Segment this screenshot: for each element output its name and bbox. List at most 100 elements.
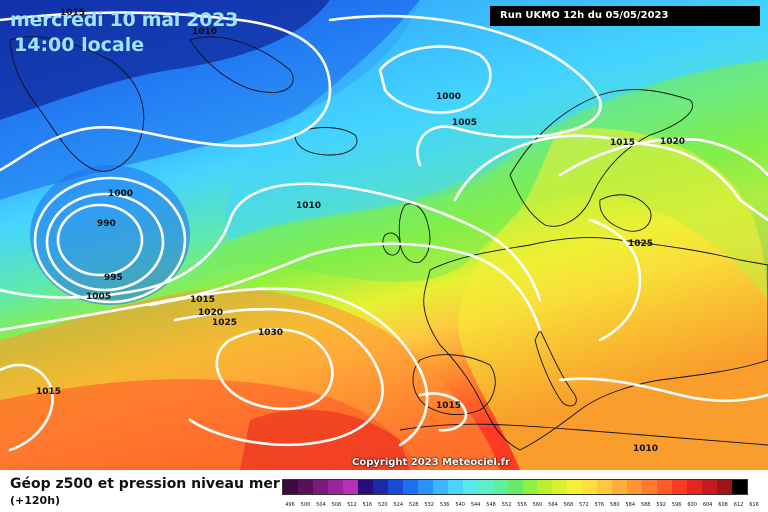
z500-band-yellow bbox=[458, 128, 768, 470]
color-scale-label: 532 bbox=[424, 502, 434, 508]
isobar-label-995-low: 995 bbox=[104, 273, 123, 283]
isobar-1000-closed bbox=[378, 45, 492, 114]
europe-coast bbox=[423, 237, 768, 451]
baltic-coast bbox=[599, 194, 652, 232]
africa-coast bbox=[399, 423, 768, 446]
forecast-time: 14:00 locale bbox=[14, 34, 145, 56]
isobar-1020-scandinavia bbox=[558, 137, 768, 177]
color-scale-swatch bbox=[597, 480, 613, 494]
isobar-1005-north bbox=[328, 14, 602, 167]
color-scale-label: 496 bbox=[285, 502, 295, 508]
color-scale-swatch bbox=[582, 480, 598, 494]
isobar-label-1015-west: 1015 bbox=[36, 387, 62, 397]
color-scale-swatch bbox=[657, 480, 673, 494]
weather-map bbox=[0, 0, 768, 470]
color-scale bbox=[282, 479, 748, 495]
color-scale-swatch bbox=[567, 480, 583, 494]
color-scale-swatch bbox=[312, 480, 328, 494]
color-scale-label: 580 bbox=[610, 502, 620, 508]
color-scale-swatch bbox=[552, 480, 568, 494]
color-scale-swatch bbox=[342, 480, 358, 494]
color-scale-label: 572 bbox=[579, 502, 589, 508]
isobar-1000-ring bbox=[33, 176, 187, 304]
color-scale-label: 584 bbox=[625, 502, 636, 508]
color-scale-swatch bbox=[372, 480, 388, 494]
isobar-label-1000-low: 1000 bbox=[108, 189, 134, 199]
isobar-label-1025-mid: 1025 bbox=[212, 318, 238, 328]
color-scale-label: 616 bbox=[749, 502, 759, 508]
isobar-1030-high bbox=[215, 328, 334, 411]
color-scale-swatch bbox=[432, 480, 448, 494]
isobar-label-1020-scandinavia: 1020 bbox=[660, 137, 686, 147]
color-scale-swatch bbox=[612, 480, 628, 494]
z500-band-green bbox=[200, 60, 768, 300]
color-scale-swatch bbox=[732, 480, 748, 494]
color-scale-label: 592 bbox=[656, 502, 666, 508]
color-scale-label: 528 bbox=[408, 502, 419, 508]
britain-coast bbox=[398, 203, 431, 263]
coastlines bbox=[9, 36, 768, 451]
isobar-label-1010-southeast: 1010 bbox=[633, 444, 659, 454]
isobar-1010-atlantic bbox=[0, 242, 542, 332]
isobar-label-1020-mid: 1020 bbox=[198, 308, 224, 318]
model-run-label: Run UKMO 12h du 05/05/2023 bbox=[490, 6, 760, 26]
isobar-1020-mid bbox=[173, 307, 384, 447]
color-scale-label: 508 bbox=[331, 502, 342, 508]
isobar-label-1010-atlantic: 1010 bbox=[296, 201, 322, 211]
color-scale-swatch bbox=[447, 480, 463, 494]
forecast-date: mercredi 10 mai 2023 bbox=[10, 9, 238, 31]
isobar-1015-iberia bbox=[418, 392, 468, 432]
isobar-1005-atlantic bbox=[0, 182, 542, 302]
color-scale-label: 604 bbox=[702, 502, 713, 508]
color-scale-swatch bbox=[522, 480, 538, 494]
color-scale-label: 520 bbox=[378, 502, 388, 508]
isobar-label-1015-mid: 1015 bbox=[190, 295, 216, 305]
color-scale-swatch bbox=[702, 480, 718, 494]
color-scale-label: 596 bbox=[671, 502, 682, 508]
color-scale-label: 544 bbox=[470, 502, 481, 508]
legend-footer: Géop z500 et pression niveau mer (+120h)… bbox=[0, 470, 768, 512]
color-scale-label: 556 bbox=[517, 502, 527, 508]
isobar-label-1010-top: 1010 bbox=[192, 27, 218, 37]
color-scale-label: 540 bbox=[455, 502, 465, 508]
color-scale-labels: 496 500 504 508 512 516 520 524 528 532 536 540 544 5… bbox=[285, 502, 760, 510]
italy-coast bbox=[534, 328, 577, 407]
color-scale-swatch bbox=[283, 480, 298, 494]
color-scale-label: 612 bbox=[733, 502, 744, 508]
low-core-field bbox=[30, 165, 190, 305]
isobar-label-1000-north: 1000 bbox=[436, 92, 462, 102]
color-scale-swatch bbox=[627, 480, 643, 494]
color-scale-label: 524 bbox=[393, 502, 404, 508]
isobar-1015-west bbox=[0, 363, 54, 452]
isobar-label-1025-europe: 1025 bbox=[628, 239, 654, 249]
isobar-label-1005-north: 1005 bbox=[452, 118, 478, 128]
color-scale-swatch bbox=[462, 480, 478, 494]
color-scale-label: 600 bbox=[687, 502, 697, 508]
iberia-coast bbox=[412, 354, 496, 416]
color-scale-swatch bbox=[492, 480, 508, 494]
color-scale-swatch bbox=[387, 480, 403, 494]
color-scale-label: 564 bbox=[548, 502, 558, 508]
color-scale-swatch bbox=[717, 480, 733, 494]
isobar-1015-scandinavia bbox=[453, 134, 768, 222]
isobar-990-ring bbox=[56, 203, 144, 277]
color-scale-label: 504 bbox=[316, 502, 326, 508]
z500-band-deep bbox=[0, 0, 330, 120]
color-scale-label: 516 bbox=[362, 502, 373, 508]
copyright-text: Copyright 2023 Meteociel.fr bbox=[352, 457, 510, 468]
color-scale-label: 512 bbox=[347, 502, 357, 508]
isobar-label-1015-scandinavia: 1015 bbox=[610, 138, 636, 148]
map-title: Géop z500 et pression niveau mer bbox=[10, 476, 280, 492]
map-subtitle: (+120h) bbox=[10, 494, 61, 507]
color-scale-label: 548 bbox=[486, 502, 496, 508]
isobar-label-1015-topleft: 1015 bbox=[60, 8, 86, 18]
color-scale-label: 560 bbox=[532, 502, 543, 508]
color-scale-label: 608 bbox=[718, 502, 728, 508]
color-scale-swatch bbox=[402, 480, 418, 494]
isobar-1010-north bbox=[0, 11, 332, 172]
iceland-coast bbox=[294, 127, 358, 156]
color-scale-swatch bbox=[327, 480, 343, 494]
greenland-coast bbox=[9, 36, 145, 172]
color-scale-swatch bbox=[477, 480, 493, 494]
